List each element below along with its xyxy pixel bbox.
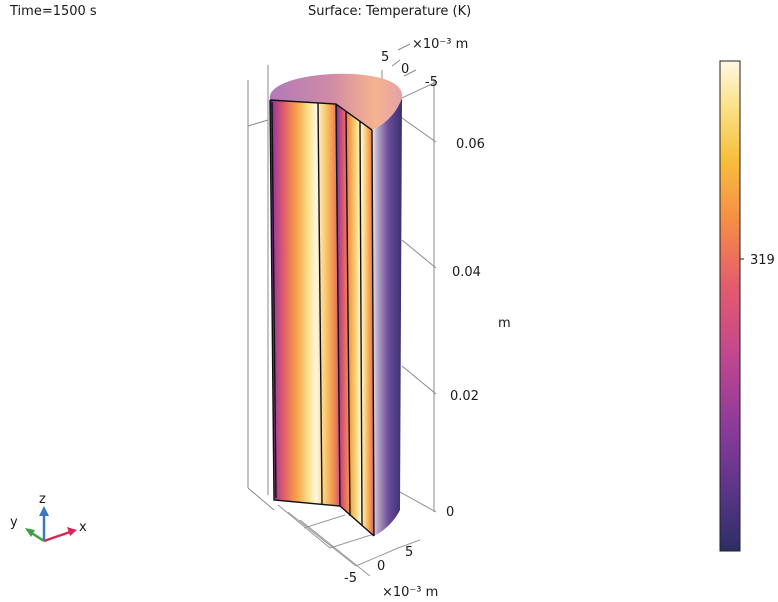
cut-plane-left bbox=[270, 100, 340, 506]
top-axis-unit: ×10⁻³ m bbox=[412, 37, 468, 52]
cylinder-top-face bbox=[269, 73, 403, 130]
triad-x-label: x bbox=[79, 520, 87, 535]
front-grid bbox=[397, 81, 437, 549]
top-tick-5: 5 bbox=[381, 50, 389, 65]
triad-z-label: z bbox=[39, 492, 46, 507]
bottom-tick-minus5: -5 bbox=[344, 571, 357, 586]
plot-title: Surface: Temperature (K) bbox=[308, 4, 472, 19]
z-tick-0: 0 bbox=[446, 505, 454, 520]
colorbar-tick-319: 319 bbox=[750, 253, 775, 268]
bottom-axis-unit: ×10⁻³ m bbox=[382, 585, 438, 600]
bottom-tick-5: 5 bbox=[405, 545, 413, 560]
bottom-grid bbox=[277, 504, 399, 577]
colorbar-gradient bbox=[719, 60, 741, 552]
bottom-tick-0: 0 bbox=[377, 559, 385, 574]
grid-frame bbox=[247, 43, 437, 513]
cylinder-side-surface bbox=[372, 98, 402, 536]
colorbar: 319 bbox=[719, 60, 775, 552]
z-axis-unit: m bbox=[498, 316, 511, 331]
cylinder-model[interactable] bbox=[269, 73, 403, 537]
time-label: Time=1500 s bbox=[10, 4, 97, 19]
axis-triad: z x y bbox=[10, 492, 87, 543]
z-tick-0.02: 0.02 bbox=[450, 389, 479, 404]
z-tick-0.04: 0.04 bbox=[452, 265, 481, 280]
triad-y-label: y bbox=[10, 515, 18, 530]
top-tick-minus5: -5 bbox=[425, 75, 438, 90]
cut-plane-right bbox=[336, 104, 374, 536]
top-tick-0: 0 bbox=[401, 62, 409, 77]
z-tick-0.06: 0.06 bbox=[456, 137, 485, 152]
